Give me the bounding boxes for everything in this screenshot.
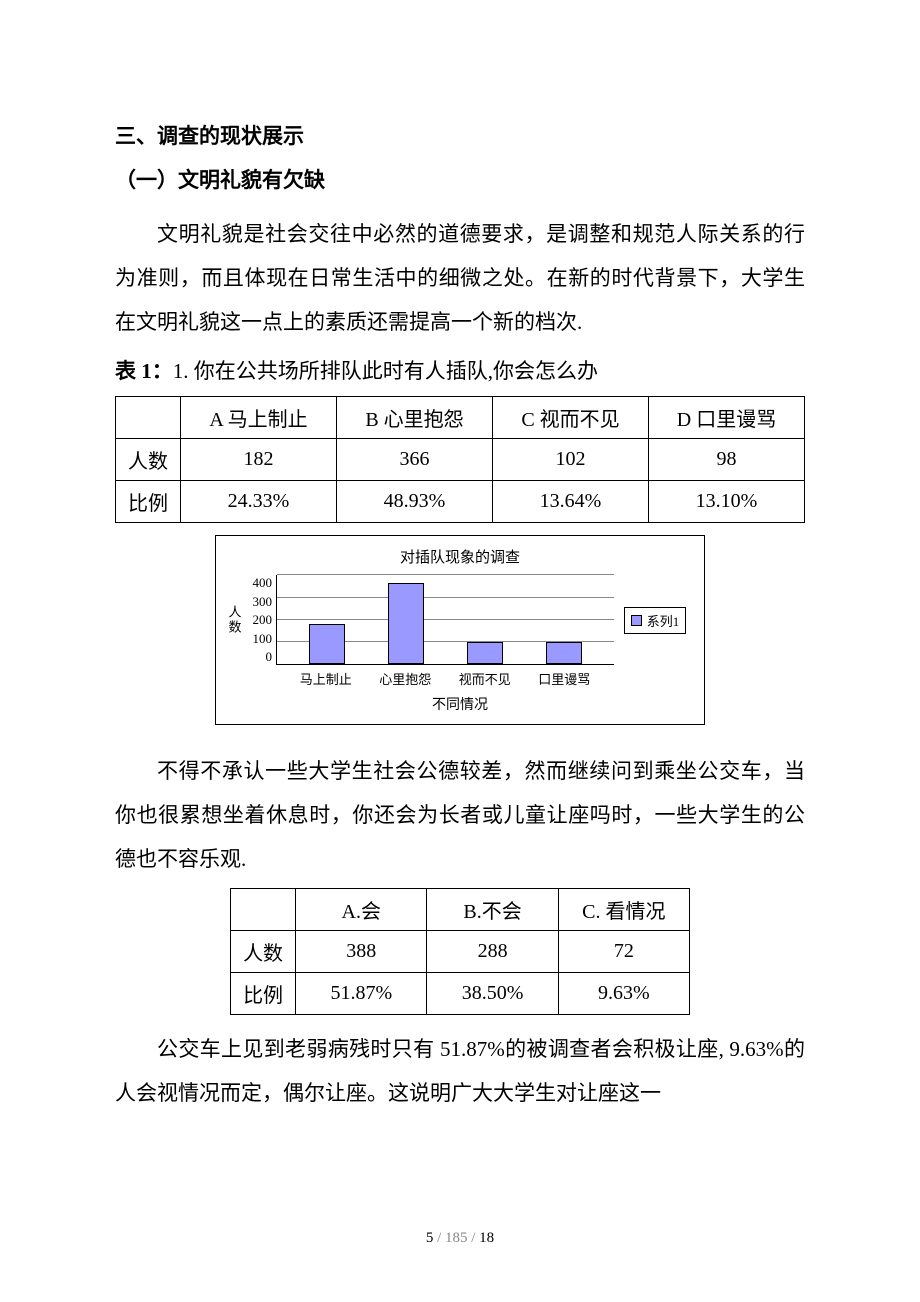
page-mid: 185: [445, 1230, 468, 1246]
table-1: A 马上制止 B 心里抱怨 C 视而不见 D 口里谩骂 人数 182 366 1…: [115, 396, 805, 523]
table-cell: 人数: [116, 439, 181, 481]
bar-chart: 对插队现象的调查 人数 4003002001000 系列1 马上制止心里抱怨视而…: [215, 535, 705, 725]
table-cell: 38.50%: [427, 972, 558, 1014]
table-2: A.会 B.不会 C. 看情况 人数 388 288 72 比例 51.87% …: [230, 888, 690, 1015]
table-row: A 马上制止 B 心里抱怨 C 视而不见 D 口里谩骂: [116, 397, 805, 439]
table-cell: 98: [649, 439, 805, 481]
legend-swatch-icon: [631, 615, 642, 626]
table-cell: C. 看情况: [558, 888, 689, 930]
table-cell: 24.33%: [181, 481, 337, 523]
table-cell: 比例: [116, 481, 181, 523]
page-sep2: /: [468, 1230, 480, 1246]
table-cell: A.会: [296, 888, 427, 930]
chart-legend: 系列1: [624, 607, 687, 634]
subsection-heading: （一）文明礼貌有欠缺: [115, 164, 805, 194]
table1-caption-label: 表 1：: [115, 359, 173, 383]
paragraph-3: 公交车上见到老弱病残时只有 51.87%的被调查者会积极让座, 9.63%的人会…: [115, 1027, 805, 1115]
table-cell: 51.87%: [296, 972, 427, 1014]
chart-title: 对插队现象的调查: [224, 546, 696, 567]
paragraph-2: 不得不承认一些大学生社会公德较差，然而继续问到乘坐公交车，当你也很累想坐着休息时…: [115, 749, 805, 881]
table-cell: 388: [296, 930, 427, 972]
table-row: 比例 24.33% 48.93% 13.64% 13.10%: [116, 481, 805, 523]
chart-x-ticks: 马上制止心里抱怨视而不见口里谩骂: [276, 665, 614, 688]
legend-label: 系列1: [647, 611, 680, 630]
page-total: 18: [479, 1230, 494, 1246]
table-cell: 人数: [231, 930, 296, 972]
table-cell: [116, 397, 181, 439]
table-cell: C 视而不见: [493, 397, 649, 439]
chart-y-ticks: 4003002001000: [244, 575, 276, 665]
page-sep: /: [433, 1230, 445, 1246]
table-cell: B.不会: [427, 888, 558, 930]
chart-bar: [309, 624, 345, 664]
table-cell: 288: [427, 930, 558, 972]
table-cell: B 心里抱怨: [337, 397, 493, 439]
table-cell: [231, 888, 296, 930]
table-row: 人数 388 288 72: [231, 930, 690, 972]
table-cell: 72: [558, 930, 689, 972]
chart-plot-area: [276, 575, 614, 665]
table-cell: 102: [493, 439, 649, 481]
table-cell: A 马上制止: [181, 397, 337, 439]
table-cell: D 口里谩骂: [649, 397, 805, 439]
chart-bar: [546, 642, 582, 664]
table-cell: 48.93%: [337, 481, 493, 523]
chart-bar: [388, 583, 424, 664]
table-row: A.会 B.不会 C. 看情况: [231, 888, 690, 930]
chart-y-label: 人数: [224, 575, 244, 665]
chart-bar: [467, 642, 503, 665]
table-cell: 13.10%: [649, 481, 805, 523]
table-cell: 13.64%: [493, 481, 649, 523]
chart-x-label: 不同情况: [224, 694, 696, 714]
table-cell: 比例: [231, 972, 296, 1014]
section-heading: 三、调查的现状展示: [115, 120, 805, 150]
paragraph-1: 文明礼貌是社会交往中必然的道德要求，是调整和规范人际关系的行为准则，而且体现在日…: [115, 212, 805, 344]
table-row: 人数 182 366 102 98: [116, 439, 805, 481]
table-cell: 366: [337, 439, 493, 481]
table1-caption: 表 1：1. 你在公共场所排队此时有人插队,你会怎么办: [115, 350, 805, 392]
table1-caption-text: 1. 你在公共场所排队此时有人插队,你会怎么办: [173, 359, 598, 383]
table-cell: 182: [181, 439, 337, 481]
table-row: 比例 51.87% 38.50% 9.63%: [231, 972, 690, 1014]
table-cell: 9.63%: [558, 972, 689, 1014]
page-footer: 5 / 185 / 18: [0, 1230, 920, 1247]
